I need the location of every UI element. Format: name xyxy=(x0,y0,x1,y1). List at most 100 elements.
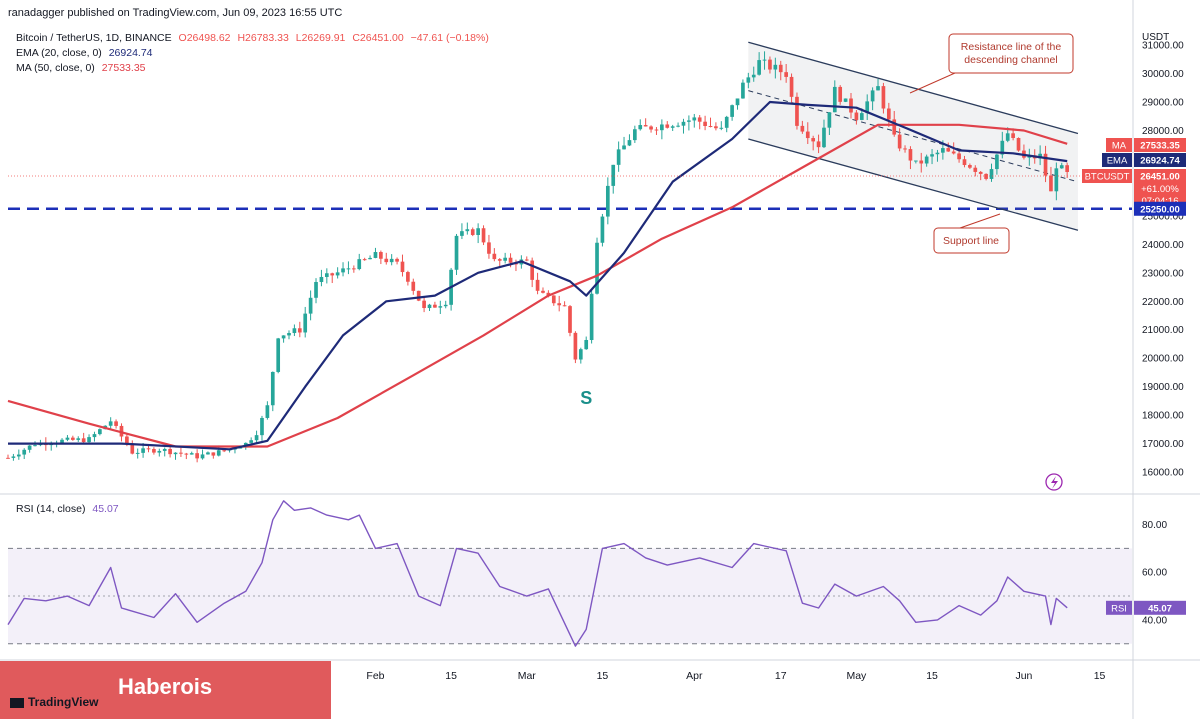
candle[interactable] xyxy=(638,119,643,131)
candle[interactable] xyxy=(551,295,556,306)
candle[interactable] xyxy=(454,233,459,275)
candle[interactable] xyxy=(741,79,745,99)
candle[interactable] xyxy=(778,60,783,81)
candle[interactable] xyxy=(654,127,659,135)
candle[interactable] xyxy=(179,447,183,457)
candle[interactable] xyxy=(541,287,545,294)
candle[interactable] xyxy=(65,435,70,442)
rsi-line[interactable] xyxy=(7,500,1068,647)
candle[interactable] xyxy=(308,290,313,321)
candle[interactable] xyxy=(578,347,583,364)
candle[interactable] xyxy=(703,115,707,131)
tradingview-logo[interactable]: TradingView xyxy=(10,695,98,709)
candle[interactable] xyxy=(838,85,843,105)
candle[interactable] xyxy=(649,125,653,133)
symbol-title[interactable]: Bitcoin / TetherUS, 1D, BINANCE xyxy=(16,32,172,44)
candle[interactable] xyxy=(1000,131,1005,159)
channel-lower-line[interactable] xyxy=(748,138,1079,231)
candle[interactable] xyxy=(708,117,713,128)
candle[interactable] xyxy=(881,82,886,114)
candle[interactable] xyxy=(114,419,118,429)
candle[interactable] xyxy=(568,305,572,337)
channel-upper-line[interactable] xyxy=(748,41,1079,135)
ma-price-badge[interactable]: MA 27533.35 xyxy=(1106,138,1186,152)
candle[interactable] xyxy=(346,261,351,275)
candle[interactable] xyxy=(995,153,999,175)
ma-legend[interactable]: MA (50, close, 0) 27533.35 xyxy=(16,62,146,74)
candle[interactable] xyxy=(935,149,940,162)
candle[interactable] xyxy=(76,436,81,442)
candle[interactable] xyxy=(811,135,816,151)
candle[interactable] xyxy=(357,253,362,271)
candle[interactable] xyxy=(989,163,994,182)
lightning-icon[interactable] xyxy=(1045,473,1063,491)
candle[interactable] xyxy=(157,448,162,457)
candle[interactable] xyxy=(957,149,961,163)
candle[interactable] xyxy=(362,257,367,261)
candle[interactable] xyxy=(962,155,967,168)
candle[interactable] xyxy=(276,337,281,374)
candle[interactable] xyxy=(897,128,902,152)
candle[interactable] xyxy=(730,104,734,121)
candle[interactable] xyxy=(135,448,140,459)
candle[interactable] xyxy=(843,98,848,103)
candle[interactable] xyxy=(697,114,702,130)
candle[interactable] xyxy=(535,272,540,295)
candle[interactable] xyxy=(886,102,891,127)
candle[interactable] xyxy=(465,222,470,235)
candle[interactable] xyxy=(173,452,178,460)
candle[interactable] xyxy=(297,321,302,338)
candle[interactable] xyxy=(324,268,329,284)
last-price-badge[interactable]: BTCUSDT 26451.00+61.00%07:04:16 xyxy=(8,169,1186,207)
candle[interactable] xyxy=(406,270,410,286)
candle[interactable] xyxy=(270,371,275,412)
candle[interactable] xyxy=(660,119,664,140)
candle[interactable] xyxy=(184,452,189,460)
candle[interactable] xyxy=(497,258,502,267)
candle[interactable] xyxy=(460,223,464,240)
candle[interactable] xyxy=(411,278,416,295)
candle[interactable] xyxy=(724,115,729,133)
candle[interactable] xyxy=(984,173,988,181)
candle[interactable] xyxy=(108,417,113,430)
ema-legend[interactable]: EMA (20, close, 0) 26924.74 xyxy=(16,47,153,59)
candle[interactable] xyxy=(379,250,383,265)
rsi-value-badge[interactable]: RSI 45.07 xyxy=(1106,600,1186,615)
candle[interactable] xyxy=(687,115,691,131)
candle[interactable] xyxy=(98,428,102,436)
candle[interactable] xyxy=(1059,162,1064,169)
candle[interactable] xyxy=(719,121,724,131)
candle[interactable] xyxy=(714,122,718,131)
candle[interactable] xyxy=(254,430,259,443)
candle[interactable] xyxy=(854,110,859,125)
candle[interactable] xyxy=(789,73,794,104)
candle[interactable] xyxy=(735,98,740,110)
candle[interactable] xyxy=(595,237,599,295)
candle[interactable] xyxy=(168,446,172,458)
candle[interactable] xyxy=(681,118,686,134)
candle[interactable] xyxy=(627,134,632,147)
candle[interactable] xyxy=(470,227,475,237)
candle[interactable] xyxy=(1043,145,1048,183)
candle[interactable] xyxy=(827,112,832,136)
candle[interactable] xyxy=(87,434,91,444)
candle[interactable] xyxy=(622,136,626,150)
candle[interactable] xyxy=(373,247,378,259)
candle[interactable] xyxy=(211,452,216,459)
candle[interactable] xyxy=(443,300,448,309)
candle[interactable] xyxy=(633,125,637,143)
candle[interactable] xyxy=(676,122,680,128)
candle[interactable] xyxy=(152,447,156,455)
candle[interactable] xyxy=(557,295,562,312)
candle[interactable] xyxy=(1016,137,1021,152)
candle[interactable] xyxy=(805,122,810,144)
candle[interactable] xyxy=(973,165,978,177)
candle[interactable] xyxy=(924,154,929,167)
candle[interactable] xyxy=(908,146,913,170)
candle[interactable] xyxy=(416,290,421,302)
candle[interactable] xyxy=(514,259,518,272)
candle[interactable] xyxy=(503,252,507,264)
candle[interactable] xyxy=(768,56,772,74)
candle[interactable] xyxy=(573,331,578,364)
rsi-legend[interactable]: RSI (14, close) 45.07 xyxy=(16,503,119,515)
